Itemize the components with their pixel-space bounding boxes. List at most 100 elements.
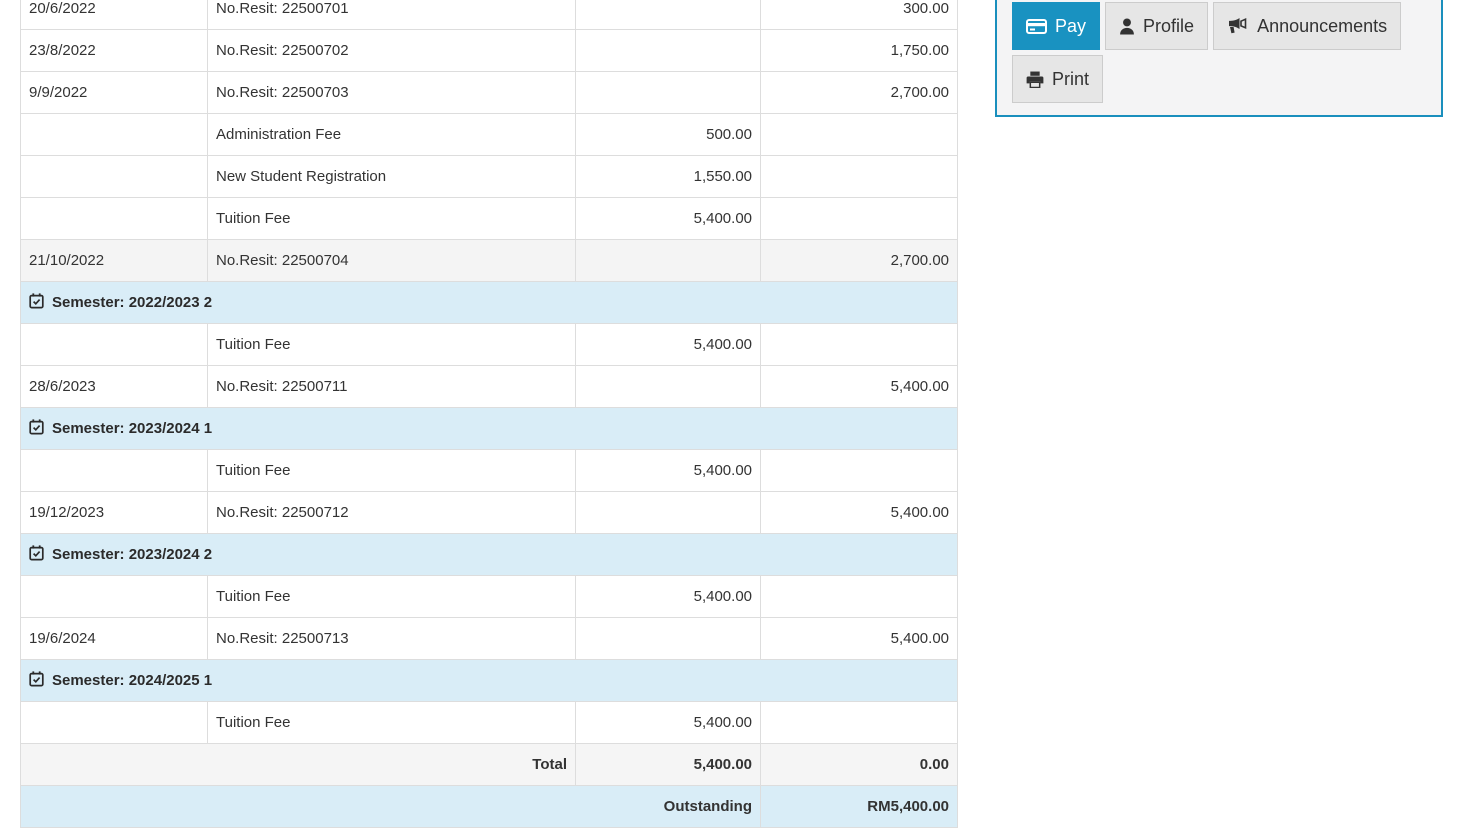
cell-description: Tuition Fee [207, 701, 576, 744]
cell-description: Administration Fee [207, 113, 576, 156]
cell-date: 23/8/2022 [20, 29, 208, 72]
semester-header-cell: Semester: 2024/2025 1 [20, 659, 958, 702]
calendar-check-icon [29, 418, 52, 437]
cell-date: 28/6/2023 [20, 365, 208, 408]
outstanding-label-cell: Outstanding [20, 785, 761, 828]
cell-date [20, 449, 208, 492]
cell-charge-amount: 1,550.00 [575, 155, 761, 198]
cell-payment-amount: 2,700.00 [760, 71, 958, 114]
table-row: 23/8/2022 No.Resit: 22500702 1,750.00 [20, 29, 958, 72]
cell-description: No.Resit: 22500703 [207, 71, 576, 114]
semester-header-row: Semester: 2023/2024 1 [20, 407, 958, 450]
cell-payment-amount [760, 575, 958, 618]
table-row: 19/6/2024 No.Resit: 22500713 5,400.00 [20, 617, 958, 660]
table-row: Tuition Fee 5,400.00 [20, 449, 958, 492]
cell-charge-amount [575, 239, 761, 282]
cell-charge-amount [575, 491, 761, 534]
table-row: Administration Fee 500.00 [20, 113, 958, 156]
semester-label: Semester: 2023/2024 1 [52, 419, 213, 437]
user-icon [1119, 18, 1135, 35]
credit-card-icon [1026, 18, 1047, 35]
cell-description: No.Resit: 22500702 [207, 29, 576, 72]
cell-payment-amount [760, 449, 958, 492]
semester-header-cell: Semester: 2023/2024 2 [20, 533, 958, 576]
cell-description: New Student Registration [207, 155, 576, 198]
cell-payment-amount: 2,700.00 [760, 239, 958, 282]
pay-button-label: Pay [1055, 15, 1087, 36]
cell-payment-amount [760, 197, 958, 240]
cell-charge-amount: 5,400.00 [575, 323, 761, 366]
total-charge-cell: 5,400.00 [575, 743, 761, 786]
printer-icon [1026, 71, 1044, 88]
cell-date [20, 155, 208, 198]
table-row: 28/6/2023 No.Resit: 22500711 5,400.00 [20, 365, 958, 408]
cell-date: 20/6/2022 [20, 0, 208, 30]
total-label-cell: Total [20, 743, 576, 786]
cell-date [20, 197, 208, 240]
cell-payment-amount [760, 323, 958, 366]
cell-payment-amount: 5,400.00 [760, 365, 958, 408]
table-row: 21/10/2022 No.Resit: 22500704 2,700.00 [20, 239, 958, 282]
cell-description: Tuition Fee [207, 197, 576, 240]
fee-statement-table: 20/6/2022 No.Resit: 22500701 300.00 23/8/20… [20, 0, 958, 828]
semester-header-row: Semester: 2024/2025 1 [20, 659, 958, 702]
cell-date: 19/6/2024 [20, 617, 208, 660]
cell-payment-amount [760, 701, 958, 744]
pay-button[interactable]: Pay [1012, 2, 1101, 50]
table-row: Tuition Fee 5,400.00 [20, 575, 958, 618]
cell-charge-amount: 5,400.00 [575, 575, 761, 618]
semester-header-row: Semester: 2022/2023 2 [20, 281, 958, 324]
cell-date [20, 701, 208, 744]
semester-label: Semester: 2023/2024 2 [52, 545, 213, 563]
cell-charge-amount: 500.00 [575, 113, 761, 156]
outstanding-row: Outstanding RM5,400.00 [20, 785, 958, 828]
announcements-button[interactable]: Announcements [1213, 2, 1402, 50]
total-payment-cell: 0.00 [760, 743, 958, 786]
table-row: 9/9/2022 No.Resit: 22500703 2,700.00 [20, 71, 958, 114]
profile-button[interactable]: Profile [1105, 2, 1209, 50]
fees-table: 20/6/2022 No.Resit: 22500701 300.00 23/8/20… [20, 0, 958, 828]
semester-header-cell: Semester: 2022/2023 2 [20, 281, 958, 324]
cell-description: Tuition Fee [207, 575, 576, 618]
cell-charge-amount [575, 617, 761, 660]
cell-date: 21/10/2022 [20, 239, 208, 282]
cell-payment-amount [760, 155, 958, 198]
cell-charge-amount: 5,400.00 [575, 197, 761, 240]
total-row: Total 5,400.00 0.00 [20, 743, 958, 786]
table-row: New Student Registration 1,550.00 [20, 155, 958, 198]
cell-description: Tuition Fee [207, 449, 576, 492]
announcements-button-label: Announcements [1257, 15, 1388, 36]
print-button-label: Print [1052, 68, 1090, 89]
cell-date [20, 575, 208, 618]
calendar-check-icon [29, 292, 52, 311]
semester-header-row: Semester: 2023/2024 2 [20, 533, 958, 576]
calendar-check-icon [29, 670, 52, 689]
cell-payment-amount: 5,400.00 [760, 617, 958, 660]
cell-date: 9/9/2022 [20, 71, 208, 114]
cell-description: No.Resit: 22500701 [207, 0, 576, 30]
calendar-check-icon [29, 544, 52, 563]
outstanding-amount-cell: RM5,400.00 [760, 785, 958, 828]
cell-description: Tuition Fee [207, 323, 576, 366]
cell-date: 19/12/2023 [20, 491, 208, 534]
quick-actions-panel: Pay Profile Announcements [995, 0, 1443, 117]
table-row: 20/6/2022 No.Resit: 22500701 300.00 [20, 0, 958, 30]
cell-charge-amount [575, 29, 761, 72]
cell-payment-amount [760, 113, 958, 156]
cell-payment-amount: 300.00 [760, 0, 958, 30]
table-row: 19/12/2023 No.Resit: 22500712 5,400.00 [20, 491, 958, 534]
cell-date [20, 323, 208, 366]
table-row: Tuition Fee 5,400.00 [20, 197, 958, 240]
semester-header-cell: Semester: 2023/2024 1 [20, 407, 958, 450]
cell-date [20, 113, 208, 156]
semester-label: Semester: 2022/2023 2 [52, 293, 213, 311]
print-button[interactable]: Print [1012, 55, 1104, 103]
cell-description: No.Resit: 22500713 [207, 617, 576, 660]
semester-label: Semester: 2024/2025 1 [52, 671, 213, 689]
table-row: Tuition Fee 5,400.00 [20, 701, 958, 744]
cell-charge-amount: 5,400.00 [575, 701, 761, 744]
cell-description: No.Resit: 22500704 [207, 239, 576, 282]
profile-button-label: Profile [1143, 15, 1195, 36]
cell-description: No.Resit: 22500711 [207, 365, 576, 408]
cell-charge-amount [575, 71, 761, 114]
